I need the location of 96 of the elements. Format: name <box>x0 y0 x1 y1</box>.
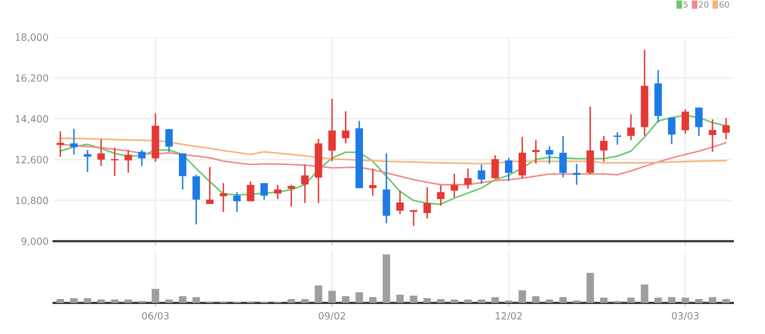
candlestick <box>288 184 296 208</box>
bar <box>518 290 526 303</box>
candlestick <box>328 98 336 162</box>
candlestick <box>178 152 186 190</box>
candlestick <box>206 166 214 205</box>
y-tick-label: 14,400 <box>16 115 48 124</box>
bar <box>70 298 78 303</box>
bar <box>682 298 690 303</box>
bar <box>437 299 444 303</box>
candlestick <box>627 114 635 141</box>
bar <box>559 297 567 303</box>
candlestick <box>274 184 282 200</box>
candlestick <box>437 184 444 206</box>
candlestick <box>192 174 200 226</box>
bar <box>464 300 472 303</box>
candlestick <box>301 164 309 204</box>
legend-label: 20 <box>698 1 708 8</box>
bar <box>56 299 64 303</box>
bar <box>722 299 730 303</box>
bar <box>668 297 676 303</box>
x-tick-label: 03/03 <box>672 312 699 320</box>
candlestick <box>559 135 567 178</box>
bar <box>708 297 716 303</box>
bar <box>84 298 92 303</box>
bar <box>382 254 390 303</box>
candlestick <box>450 172 458 198</box>
candlestick <box>478 164 486 184</box>
candlestick <box>165 128 173 153</box>
bar <box>97 300 105 303</box>
bar <box>342 296 350 303</box>
candlestick <box>532 139 540 164</box>
candlestick <box>56 130 64 158</box>
bar <box>478 300 486 303</box>
candlestick <box>110 147 118 177</box>
candlestick <box>586 106 594 175</box>
x-tick-label: 09/02 <box>318 312 346 320</box>
y-tick-label: 10,800 <box>16 196 48 206</box>
candlestick <box>246 180 254 202</box>
bar <box>152 288 160 303</box>
bar <box>110 300 118 303</box>
bar <box>532 296 540 303</box>
candlestick <box>138 149 146 167</box>
bar <box>546 300 554 303</box>
bar <box>450 300 458 303</box>
candlestick <box>682 108 690 134</box>
y-tick-label: 18,000 <box>16 34 48 42</box>
y-tick-label: 12,600 <box>16 156 48 164</box>
candlestick <box>695 106 703 137</box>
bar <box>301 299 309 303</box>
candlestick <box>260 182 268 200</box>
candlestick <box>97 138 105 167</box>
candlestick <box>423 186 431 220</box>
bar <box>192 297 200 303</box>
bar <box>410 296 418 303</box>
candlestick <box>600 135 608 162</box>
candlestick <box>614 131 622 146</box>
bar <box>288 299 296 303</box>
legend-label: 60 <box>720 1 729 8</box>
candlestick <box>491 154 499 180</box>
y-tick-label: 16,200 <box>16 74 48 83</box>
candlestick <box>220 182 228 213</box>
candlestick <box>464 168 472 190</box>
bar <box>369 297 377 303</box>
bar <box>396 294 404 303</box>
bar <box>654 298 662 303</box>
bar <box>640 284 648 303</box>
candlestick <box>70 128 78 156</box>
candlestick <box>342 110 350 144</box>
bar <box>586 272 594 303</box>
candlestick <box>546 145 554 164</box>
x-tick-label: 12/02 <box>496 312 522 320</box>
bar <box>124 300 132 303</box>
legend-label: 5 <box>684 1 688 8</box>
candlestick <box>668 116 676 145</box>
candlestick <box>410 209 418 227</box>
candlestick <box>504 157 512 182</box>
bar <box>600 298 608 303</box>
bar <box>356 292 363 303</box>
bar <box>627 298 635 303</box>
candlestick <box>708 118 716 153</box>
bar <box>165 300 173 303</box>
bar <box>423 298 431 303</box>
y-tick-label: 9,000 <box>21 238 48 246</box>
bar <box>328 290 336 303</box>
candlestick <box>369 168 377 196</box>
candlestick <box>396 190 404 215</box>
candlestick <box>518 136 526 179</box>
candlestick <box>124 149 132 174</box>
candlestick <box>722 118 730 140</box>
candlestick <box>84 149 92 173</box>
bar <box>178 296 186 303</box>
bar <box>491 297 499 303</box>
candlestick <box>233 191 241 213</box>
x-tick-label: 06/03 <box>142 312 169 320</box>
bar <box>314 285 322 303</box>
bar <box>695 299 703 303</box>
